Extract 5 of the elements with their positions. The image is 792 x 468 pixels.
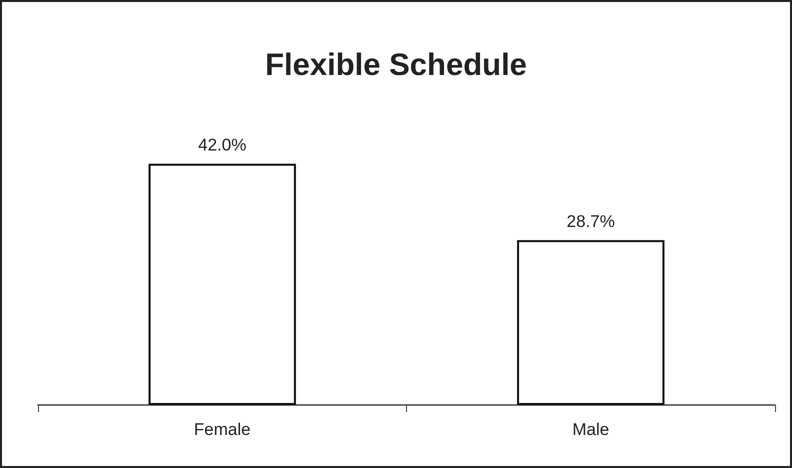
data-label: 28.7%	[566, 212, 615, 232]
x-tick-label: Female	[194, 420, 251, 439]
x-tick-label: Male	[572, 420, 610, 439]
data-label: 42.0%	[198, 136, 246, 155]
chart-title: Flexible Schedule	[265, 47, 527, 82]
